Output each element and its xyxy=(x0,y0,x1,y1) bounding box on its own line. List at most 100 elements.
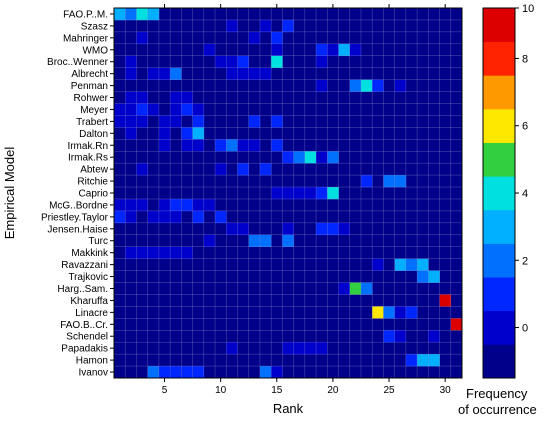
heatmap-cell xyxy=(181,366,193,379)
heatmap-cell xyxy=(428,330,440,343)
heatmap-cell xyxy=(114,103,126,116)
y-tick-label: Albrecht xyxy=(71,69,108,80)
heatmap-cell xyxy=(360,175,373,188)
colorbar-tick-label: 8 xyxy=(522,53,528,65)
y-tick-label: Harg..Sam. xyxy=(57,284,108,295)
colorbar-tick-label: 6 xyxy=(522,121,528,133)
heatmap-cell xyxy=(125,246,137,259)
heatmap-cell xyxy=(271,115,283,128)
colorbar-segment xyxy=(483,8,515,43)
colorbar-segment xyxy=(483,243,515,278)
heatmap-cell xyxy=(316,342,328,355)
heatmap-cell xyxy=(259,234,272,248)
x-tick-label: 5 xyxy=(162,385,168,396)
colorbar-segment xyxy=(483,108,515,143)
y-tick-label: Kharuffa xyxy=(70,296,108,307)
y-tick-label: Szasz xyxy=(81,21,108,32)
y-tick-labels: FAO.P..M.SzaszMahringerWMOBroc..WennerAl… xyxy=(41,9,114,379)
heatmap-cell xyxy=(136,31,148,45)
heatmap-cell xyxy=(349,43,362,57)
y-tick-label: Dalton xyxy=(79,129,108,140)
heatmap-cell xyxy=(383,306,395,319)
x-tick-label: 25 xyxy=(383,385,395,396)
y-tick-label: Priestley.Taylor xyxy=(41,212,109,223)
colorbar-segment xyxy=(483,41,515,76)
heatmap-cell xyxy=(293,187,306,200)
heatmap-cell xyxy=(170,103,182,116)
heatmap-cell xyxy=(282,187,294,200)
heatmap-cell xyxy=(170,91,182,104)
heatmap-cell xyxy=(327,222,339,236)
y-tick-label: Rohwer xyxy=(74,93,109,104)
heatmap-cell xyxy=(158,127,171,140)
y-tick-label: Papadakis xyxy=(61,344,108,355)
y-tick-label: Turc xyxy=(88,236,108,247)
heatmap-cell xyxy=(215,210,227,224)
heatmap-cell xyxy=(338,222,351,236)
heatmap-cell xyxy=(158,210,171,224)
heatmap-cell xyxy=(450,318,463,331)
heatmap-cell xyxy=(147,210,160,224)
heatmap-cell xyxy=(170,210,182,224)
y-tick-label: Irmak.Rs xyxy=(68,153,108,164)
heatmap-cell xyxy=(259,19,272,33)
x-ticks: 5 10 15 20 25 30 xyxy=(162,4,451,396)
x-tick-label: 20 xyxy=(327,385,339,396)
heatmap-cell xyxy=(316,151,328,164)
heatmap-cell xyxy=(158,139,171,152)
heatmap-cell xyxy=(136,198,148,212)
heatmap-cells xyxy=(114,8,463,379)
heatmap-cell xyxy=(237,55,250,68)
y-tick-label: FAO.P..M. xyxy=(63,9,108,20)
heatmap-cell xyxy=(259,366,272,379)
heatmap-cell xyxy=(125,55,137,68)
heatmap-cell xyxy=(147,103,160,116)
heatmap-cell xyxy=(327,187,339,200)
heatmap-cell xyxy=(203,43,216,57)
heatmap-cell xyxy=(158,67,171,80)
heatmap-cell xyxy=(125,103,137,116)
colorbar-title-line2: of occurrence xyxy=(458,402,537,417)
heatmap-cell xyxy=(248,139,261,152)
heatmap-cell xyxy=(259,67,272,80)
y-tick-label: Ravazzani xyxy=(61,260,108,271)
heatmap-cell xyxy=(181,198,193,212)
heatmap-cell xyxy=(125,127,137,140)
colorbar-tick-label: 4 xyxy=(522,188,528,200)
heatmap-cell xyxy=(192,115,205,128)
heatmap-cell xyxy=(215,163,227,176)
heatmap-cell xyxy=(349,79,362,92)
heatmap-cell xyxy=(192,103,205,116)
heatmap-cell xyxy=(136,103,148,116)
heatmap-cell xyxy=(439,294,452,307)
heatmap-cell xyxy=(237,139,250,152)
heatmap-cell xyxy=(282,222,294,236)
heatmap-cell xyxy=(192,366,205,379)
colorbar-segment xyxy=(483,176,515,211)
heatmap-cell xyxy=(226,222,238,236)
heatmap-cell xyxy=(158,198,171,212)
heatmap-cell xyxy=(405,306,418,319)
heatmap-cell xyxy=(114,210,126,224)
heatmap-cell xyxy=(383,330,395,343)
heatmap-cell xyxy=(237,222,250,236)
heatmap-cell xyxy=(136,115,148,128)
heatmap-cell xyxy=(327,43,339,57)
y-tick-label: Irmak.Rn xyxy=(67,141,108,152)
heatmap-cell xyxy=(136,246,148,259)
heatmap-cell xyxy=(181,127,193,140)
heatmap-cell xyxy=(271,55,283,68)
heatmap-cell xyxy=(293,342,306,355)
heatmap-cell xyxy=(271,31,283,45)
heatmap-cell xyxy=(226,19,238,33)
y-tick-label: Makkink xyxy=(71,248,109,259)
heatmap-cell xyxy=(316,222,328,236)
heatmap-cell xyxy=(136,163,148,176)
y-tick-label: Trajkovic xyxy=(68,272,108,283)
heatmap-cell xyxy=(192,210,205,224)
heatmap-cell xyxy=(181,246,193,259)
y-tick-label: Ivanov xyxy=(79,368,108,379)
heatmap-cell xyxy=(136,91,148,104)
heatmap-cell xyxy=(383,175,395,188)
